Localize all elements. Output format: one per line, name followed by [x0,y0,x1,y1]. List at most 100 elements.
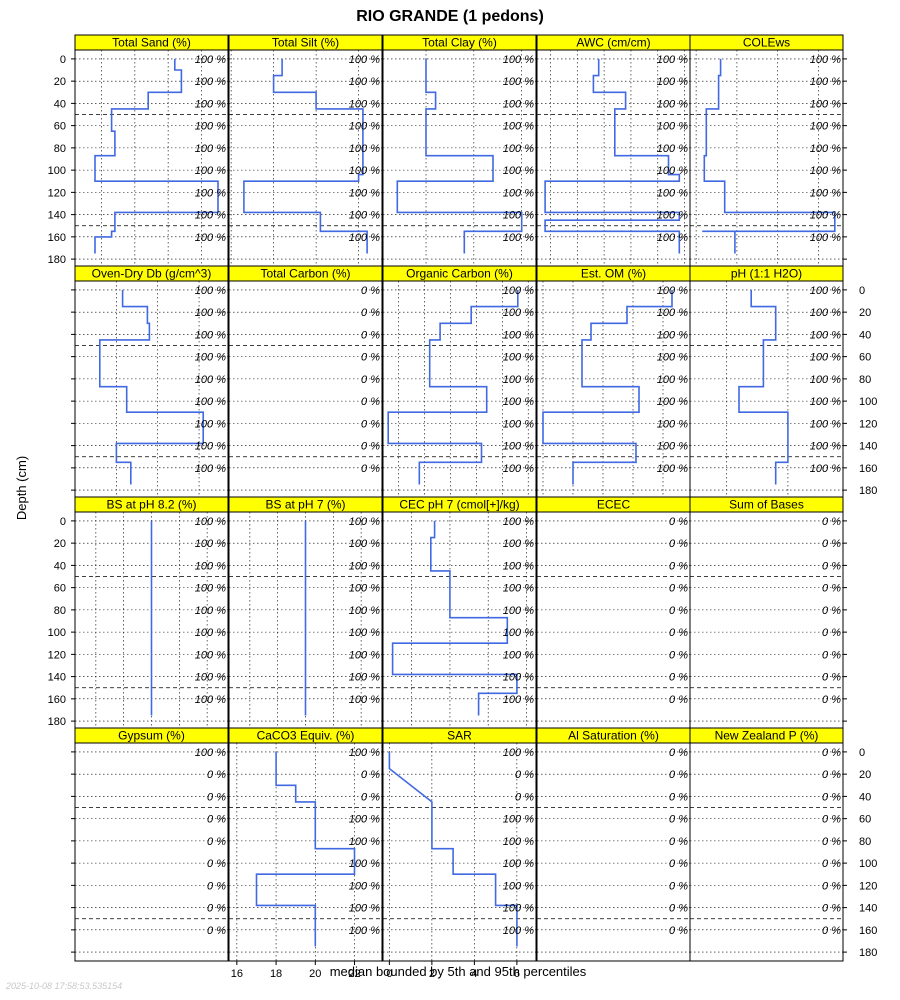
panel-1-header [74,34,229,51]
panel-18-pct-label: 100 % [503,747,534,759]
depth-tick-label: 60 [859,814,871,826]
panel-10-pct-label: 100 % [810,463,841,475]
panel-13-pct-label: 100 % [503,694,534,706]
panel-8-pct-label: 100 % [503,352,534,364]
depth-tick-label: 100 [859,396,877,408]
panel-16-pct-label: 0 % [207,880,226,892]
panel-1-pct-label: 100 % [195,54,226,66]
panel-6-header-label: Oven-Dry Db (g/cm^3) [92,267,212,281]
panel-17-header [228,727,383,744]
panel-19-pct-label: 0 % [669,903,688,915]
panel-9-header-label: Est. OM (%) [581,267,646,281]
panel-20-pct-label: 0 % [822,836,841,848]
panel-15-pct-label: 0 % [822,672,841,684]
panel-9-frame [536,265,691,500]
panel-14-pct-label: 0 % [669,627,688,639]
depth-tick-label: 80 [859,836,871,848]
panel-8-pct-label: 100 % [503,463,534,475]
chart-title: RIO GRANDE (1 pedons) [356,8,544,25]
panel-4-pct-label: 100 % [657,54,688,66]
panel-6-pct-label: 100 % [195,374,226,386]
panel-20-pct-label: 0 % [822,858,841,870]
panel-15-header-label: Sum of Bases [729,498,804,512]
depth-tick-label: 0 [60,516,66,528]
panel-18-pct-label: 100 % [503,836,534,848]
panel-7-pct-label: 0 % [361,352,380,364]
panel-14-pct-label: 0 % [669,672,688,684]
panel-18-pct-label: 100 % [503,814,534,826]
panel-1-frame [74,34,229,269]
panel-5-pct-label: 100 % [810,76,841,88]
panel-4-header-label: AWC (cm/cm) [576,36,650,50]
panel-11-pct-label: 100 % [195,560,226,572]
panel-4-pct-label: 100 % [657,98,688,110]
panel-11-pct-label: 100 % [195,672,226,684]
panel-10-pct-label: 100 % [810,285,841,297]
panel-5-pct-label: 100 % [810,165,841,177]
panel-3-pct-label: 100 % [503,232,534,244]
panel-3-pct-label: 100 % [503,165,534,177]
panel-2-frame [228,34,383,269]
panel-18-xtick-label: 4 [471,968,477,980]
panel-17-pct-label: 100 % [349,747,380,759]
panel-8-pct-label: 100 % [503,329,534,341]
panel-13-pct-label: 100 % [503,516,534,528]
panel-1-pct-label: 100 % [195,210,226,222]
depth-tick-label: 0 [859,285,865,297]
panel-7-pct-label: 0 % [361,396,380,408]
panel-8-header [382,265,537,282]
panel-3-pct-label: 100 % [503,54,534,66]
panel-8-pct-label: 100 % [503,396,534,408]
panel-12-pct-label: 100 % [349,516,380,528]
panel-16-pct-label: 0 % [207,814,226,826]
panel-17-xtick-label: 18 [270,968,282,980]
panel-16-pct-label: 0 % [207,858,226,870]
panel-13-frame [382,496,537,731]
panel-4-pct-label: 100 % [657,143,688,155]
panel-10-pct-label: 100 % [810,441,841,453]
panel-20-header-label: New Zealand P (%) [715,729,819,743]
panel-12-header-label: BS at pH 7 (%) [265,498,345,512]
panel-8-series-line [387,289,519,485]
panel-11-pct-label: 100 % [195,583,226,595]
panel-18-xtick-label: 2 [429,968,435,980]
panel-7-pct-label: 0 % [361,329,380,341]
panel-9-pct-label: 100 % [657,418,688,430]
depth-tick-label: 60 [54,583,66,595]
panel-2-pct-label: 100 % [349,121,380,133]
panel-6-pct-label: 100 % [195,418,226,430]
panel-17-pct-label: 100 % [349,880,380,892]
panel-13-pct-label: 100 % [503,583,534,595]
depth-tick-label: 60 [859,352,871,364]
panel-16-pct-label: 0 % [207,903,226,915]
depth-tick-label: 120 [48,649,66,661]
panel-10-pct-label: 100 % [810,329,841,341]
panel-4-pct-label: 100 % [657,232,688,244]
panel-2-pct-label: 100 % [349,54,380,66]
panel-12-pct-label: 100 % [349,605,380,617]
panel-13-header [382,496,537,513]
panel-2-header [228,34,383,51]
panel-20-pct-label: 0 % [822,814,841,826]
panel-1-pct-label: 100 % [195,143,226,155]
panel-10-pct-label: 100 % [810,418,841,430]
panel-8-pct-label: 100 % [503,374,534,386]
panel-18-pct-label: 100 % [503,903,534,915]
panel-15-frame [689,496,844,731]
depth-tick-label: 140 [48,210,66,222]
depth-tick-label: 120 [859,880,877,892]
panel-19-header-label: Al Saturation (%) [568,729,659,743]
panel-7-pct-label: 0 % [361,285,380,297]
panel-17-pct-label: 0 % [361,769,380,781]
panel-10-header [689,265,844,282]
panel-9-pct-label: 100 % [657,329,688,341]
panel-7-pct-label: 0 % [361,441,380,453]
panel-17-header-label: CaCO3 Equiv. (%) [257,729,355,743]
panel-20-pct-label: 0 % [822,903,841,915]
panel-7-pct-label: 0 % [361,374,380,386]
depth-tick-label: 80 [54,605,66,617]
panel-3-pct-label: 100 % [503,121,534,133]
depth-tick-label: 80 [859,374,871,386]
depth-tick-label: 180 [48,254,66,266]
panel-17-pct-label: 100 % [349,858,380,870]
